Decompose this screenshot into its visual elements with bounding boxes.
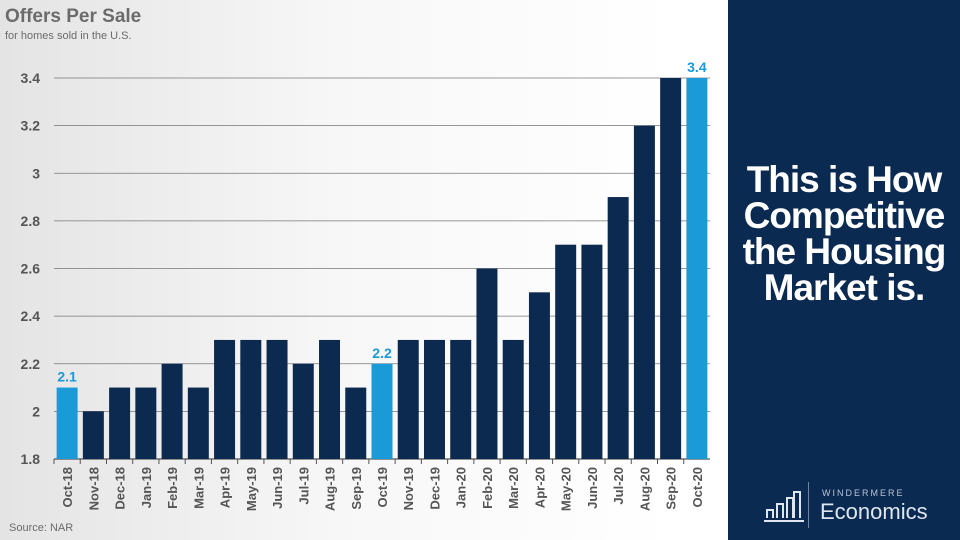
y-tick-label: 2.8 [21,213,41,229]
x-tick-label: Sep-19 [349,467,364,510]
x-tick-label: Jan-20 [454,467,469,508]
x-tick-label: Mar-20 [506,467,521,509]
brand-name: WINDERMERE [822,488,905,498]
bar-dec-18 [109,387,131,459]
bar-oct-18 [56,387,78,459]
bar-sep-20 [660,78,682,459]
x-tick-label: Aug-19 [323,467,338,511]
bar-oct-20 [686,78,708,459]
x-tick-label: Oct-18 [60,467,75,507]
bar-jul-20 [607,197,629,459]
bar-may-20 [555,244,577,459]
bar-jun-19 [266,339,288,459]
x-tick-label: Dec-18 [113,467,128,510]
chart-subtitle: for homes sold in the U.S. [5,30,132,42]
bar-feb-19 [161,363,183,459]
bar-chart: 1.8 2 2.2 2.4 2.6 2.8 3 3.2 3.4 Oct-18 2.1 Nov-18 De… [21,59,710,511]
y-tick-label: 1.8 [21,451,41,467]
x-tick-label: Oct-19 [375,467,390,507]
bar-jul-19 [292,363,314,459]
x-tick-label: Mar-19 [191,467,206,509]
side-panel: This is How Competitive the Housing Mark… [728,0,960,540]
bar-chart-icon [764,491,804,522]
brand-subtitle: Economics [820,499,928,524]
x-tick-label: Apr-20 [532,467,547,508]
x-tick-label: Nov-18 [86,467,101,510]
data-label: 3.4 [687,59,707,75]
data-label: 2.1 [57,369,77,385]
windermere-logo: WINDERMERE Economics [758,480,958,530]
x-tick-label: Feb-20 [480,467,495,509]
bar-jan-20 [450,339,472,459]
y-tick-label: 2.6 [21,261,41,277]
source-note: Source: NAR [9,522,74,534]
x-tick-label: Jun-19 [270,467,285,509]
y-tick-label: 3.2 [21,118,41,134]
bar-mar-20 [502,339,524,459]
x-tick-label: Feb-19 [165,467,180,509]
x-tick-label: Jun-20 [585,467,600,509]
x-tick-label: Oct-20 [690,467,705,507]
bar-apr-19 [214,339,236,459]
data-label: 2.2 [372,345,392,361]
x-tick-label: Nov-19 [401,467,416,510]
x-tick-label: Jan-19 [139,467,154,508]
x-tick-label: May-20 [559,467,574,511]
x-tick-label: Apr-19 [218,467,233,508]
bar-mar-19 [187,387,209,459]
x-tick-label: Aug-20 [637,467,652,511]
x-tick-label: Dec-19 [427,467,442,510]
chart-title: Offers Per Sale [5,6,142,27]
y-tick-label: 2.2 [21,356,41,372]
bar-dec-19 [423,339,445,459]
headline: This is How Competitive the Housing Mark… [742,159,947,308]
bar-sep-19 [345,387,367,459]
x-tick-label: Jul-19 [296,467,311,505]
bar-nov-19 [397,339,419,459]
x-tick-label: May-19 [244,467,259,511]
y-tick-label: 2 [32,403,40,419]
bar-jun-20 [581,244,603,459]
x-tick-label: Sep-20 [664,467,679,510]
bar-aug-20 [633,125,655,459]
bar-nov-18 [82,411,104,459]
x-tick-label: Jul-20 [611,467,626,505]
y-tick-label: 3 [32,165,40,181]
bar-jan-19 [135,387,157,459]
y-tick-label: 2.4 [21,308,41,324]
bar-feb-20 [476,268,498,459]
y-tick-label: 3.4 [21,70,41,86]
logo-divider [808,482,809,528]
bar-oct-19 [371,363,393,459]
bar-may-19 [240,339,262,459]
bar-aug-19 [319,339,341,459]
bar-apr-20 [528,292,550,459]
